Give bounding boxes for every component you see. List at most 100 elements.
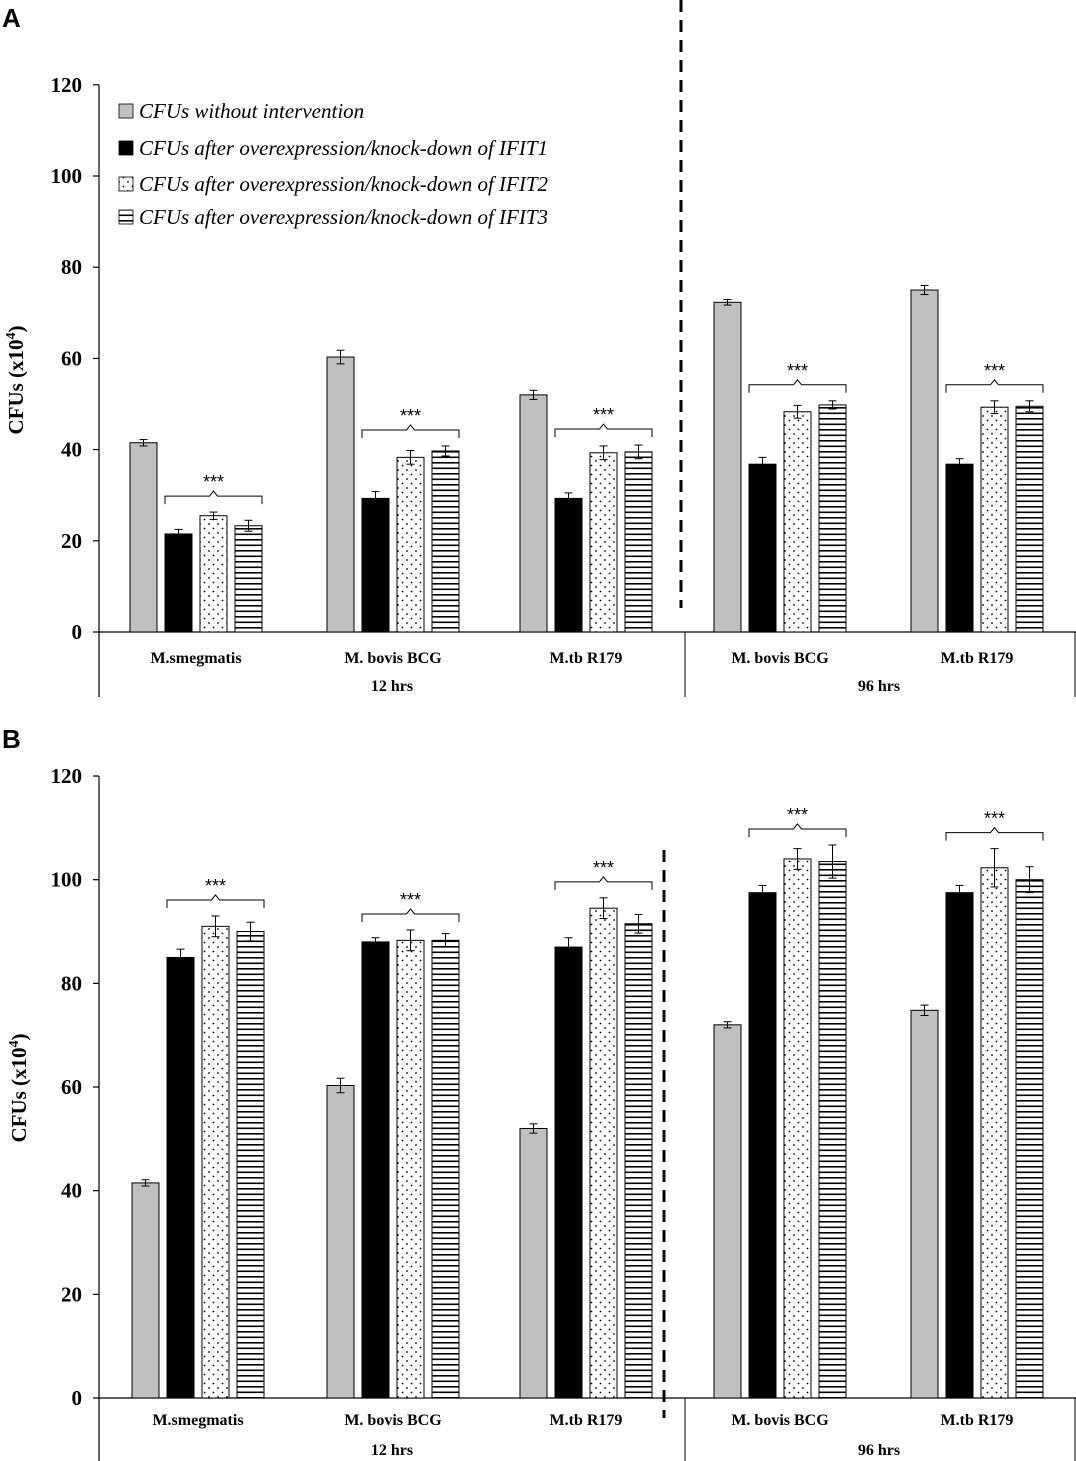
category-label: M. bovis BCG <box>731 1412 829 1429</box>
significance-label: *** <box>400 406 421 426</box>
legend: CFUs without intervention CFUs after ove… <box>118 99 549 229</box>
significance-label: *** <box>984 361 1005 381</box>
category-label: M.tb R179 <box>941 650 1014 667</box>
panel-b-ylabel: CFUs (x104) <box>7 1033 31 1142</box>
legend-label-4: CFUs after overexpression/knock-down of … <box>139 205 548 229</box>
y-tick-label: 120 <box>51 73 83 97</box>
bar-ifit2 <box>980 406 1009 633</box>
panel-a-ylabel: CFUs (x104) <box>4 325 28 434</box>
y-tick-label: 60 <box>61 346 82 370</box>
y-tick-label: 80 <box>61 971 82 995</box>
y-tick-label: 0 <box>72 620 83 644</box>
category-label: M.tb R179 <box>550 1412 623 1429</box>
y-tick-label: 120 <box>51 764 83 788</box>
significance-label: *** <box>787 361 808 381</box>
bar-ifit1 <box>166 956 195 1399</box>
y-tick-label: 100 <box>51 164 83 188</box>
significance-label: *** <box>203 472 224 492</box>
bar-gray <box>713 301 742 633</box>
bar-ifit1 <box>361 497 390 633</box>
bar-ifit3 <box>1015 405 1044 633</box>
bar-ifit1 <box>945 892 974 1399</box>
significance-bracket <box>554 876 653 890</box>
legend-swatch-black <box>118 140 134 156</box>
significance-bracket <box>945 826 1044 841</box>
significance-bracket <box>361 424 460 438</box>
bar-ifit3 <box>234 525 263 633</box>
bar-ifit2 <box>396 939 425 1399</box>
bar-ifit3 <box>431 450 460 633</box>
bar-ifit2 <box>201 925 230 1399</box>
significance-bracket <box>748 823 847 837</box>
bar-gray <box>519 394 548 633</box>
bar-ifit3 <box>818 404 847 633</box>
bar-gray <box>713 1024 742 1399</box>
bar-ifit3 <box>624 451 653 633</box>
group-label: 96 hrs <box>858 1442 900 1459</box>
category-label: M.tb R179 <box>550 650 623 667</box>
significance-bracket <box>164 490 263 505</box>
y-tick-label: 20 <box>61 1282 82 1306</box>
bar-ifit2 <box>199 515 228 633</box>
bar-gray <box>131 1182 160 1399</box>
legend-swatch-gray <box>118 103 134 119</box>
significance-label: *** <box>400 890 421 910</box>
y-tick-label: 60 <box>61 1075 82 1099</box>
significance-label: *** <box>593 858 614 878</box>
legend-label-2: CFUs after overexpression/knock-down of … <box>139 136 548 160</box>
bar-gray <box>910 289 939 633</box>
bar-ifit2 <box>783 858 812 1399</box>
category-label: M.smegmatis <box>152 1412 243 1429</box>
group-label: 96 hrs <box>858 678 900 695</box>
y-tick-label: 0 <box>72 1386 83 1410</box>
bar-ifit3 <box>236 931 265 1399</box>
bar-ifit2 <box>980 867 1009 1399</box>
significance-bracket <box>554 423 653 438</box>
significance-bracket <box>945 379 1044 393</box>
panel-a-chart: 0 20 40 60 80 100 120 *** M.smegmatis *** M. bovis… <box>51 0 1076 697</box>
bar-ifit3 <box>818 861 847 1399</box>
bar-ifit2 <box>589 452 618 633</box>
category-label: M. bovis BCG <box>344 1412 442 1429</box>
bar-gray <box>129 442 158 633</box>
bar-ifit1 <box>748 892 777 1399</box>
significance-label: *** <box>205 876 226 896</box>
bar-ifit3 <box>1015 879 1044 1399</box>
bar-gray <box>326 356 355 633</box>
bar-ifit3 <box>624 923 653 1399</box>
category-label: M.smegmatis <box>150 650 241 667</box>
bar-gray <box>519 1127 548 1399</box>
significance-bracket <box>361 908 460 922</box>
legend-swatch-lines <box>118 209 134 225</box>
significance-bracket <box>748 379 847 393</box>
bar-gray <box>910 1009 939 1399</box>
legend-label-3: CFUs after overexpression/knock-down of … <box>139 172 549 196</box>
y-tick-label: 40 <box>61 438 82 462</box>
significance-label: *** <box>984 809 1005 829</box>
group-label: 12 hrs <box>371 1442 413 1459</box>
bar-ifit2 <box>589 907 618 1399</box>
y-tick-label: 100 <box>51 868 83 892</box>
panel-b-letter: B <box>2 724 21 754</box>
legend-label-1: CFUs without intervention <box>139 99 364 123</box>
bar-ifit2 <box>783 411 812 633</box>
bar-ifit1 <box>945 463 974 633</box>
bar-ifit2 <box>396 456 425 633</box>
bar-ifit1 <box>361 941 390 1399</box>
legend-swatch-dots <box>118 176 134 192</box>
panel-a-letter: A <box>2 3 21 33</box>
bar-ifit1 <box>554 497 583 633</box>
bar-ifit1 <box>748 463 777 633</box>
significance-bracket <box>166 894 265 908</box>
significance-label: *** <box>787 805 808 825</box>
panel-b-chart: 0 20 40 60 80 100 120 *** M.smegmatis *** M. bovis… <box>51 764 1076 1461</box>
category-label: M. bovis BCG <box>344 650 442 667</box>
bar-ifit1 <box>164 533 193 633</box>
group-label: 12 hrs <box>371 678 413 695</box>
bar-gray <box>326 1084 355 1399</box>
y-tick-label: 20 <box>61 529 82 553</box>
y-tick-label: 40 <box>61 1179 82 1203</box>
significance-label: *** <box>593 405 614 425</box>
category-label: M.tb R179 <box>941 1412 1014 1429</box>
bar-ifit1 <box>554 946 583 1399</box>
